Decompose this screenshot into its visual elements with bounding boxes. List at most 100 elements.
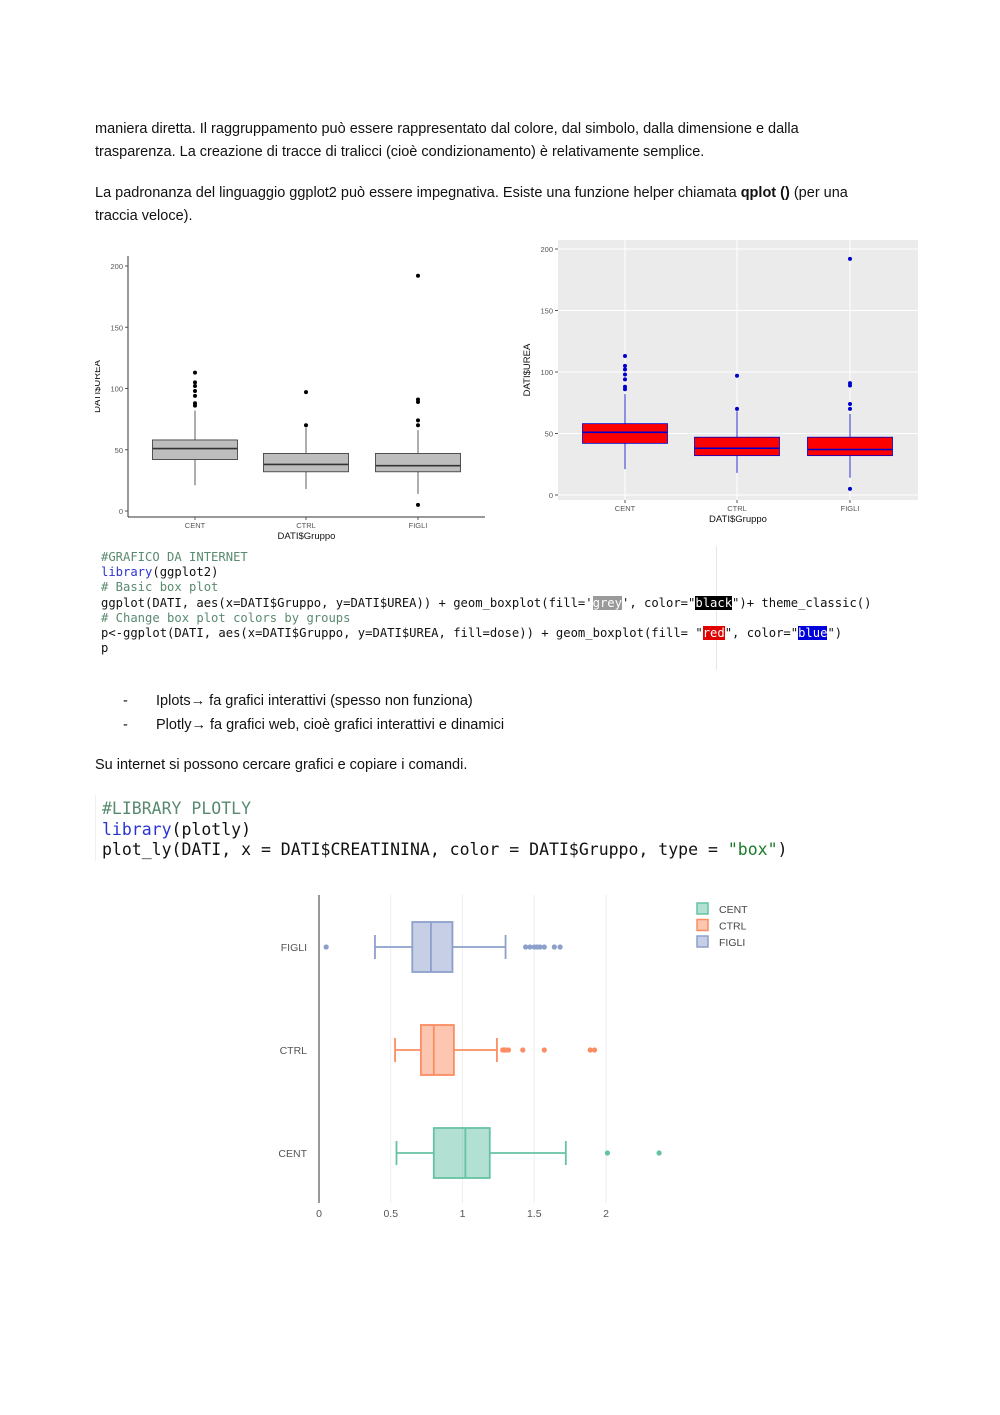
outlier-point (416, 423, 420, 428)
x-tick-label: CENT (615, 504, 636, 513)
outlier-point (848, 486, 852, 491)
paragraph-1: maniera diretta. Il raggruppamento può e… (95, 118, 915, 164)
outlier-point (193, 370, 197, 375)
box-figli (411, 921, 454, 973)
x-tick-label: CTRL (296, 521, 316, 530)
y-tick-label: FIGLI (281, 942, 307, 954)
outlier-point (848, 406, 852, 411)
code-string: "box" (727, 840, 778, 859)
x-tick-label: CENT (185, 521, 206, 530)
code-text: ")+ theme_classic() (732, 595, 872, 610)
box-cent (582, 423, 668, 444)
code-highlight-blue: blue (798, 626, 828, 641)
y-tick-label: 150 (540, 307, 553, 316)
outlier-point (591, 1047, 598, 1053)
y-tick-label: 200 (110, 262, 123, 271)
y-tick-label: 100 (110, 385, 123, 394)
code-highlight-grey: grey (592, 595, 622, 610)
box-ctrl (263, 453, 349, 473)
legend-swatch (696, 935, 709, 948)
bullet-list: - Iplots→ fa grafici interattivi (spesso … (123, 689, 504, 737)
bullet-text: Plotly→ fa grafici web, cioè grafici int… (156, 717, 505, 733)
plotly-code-block: #LIBRARY PLOTLY library(plotly) plot_ly(… (95, 795, 822, 861)
outlier-point (735, 373, 739, 378)
code-keyword: library (101, 565, 153, 580)
outlier-point (193, 388, 197, 393)
y-tick-label: CENT (278, 1148, 307, 1160)
outlier-point (304, 390, 308, 395)
outlier-point (193, 380, 197, 385)
outlier-point (193, 393, 197, 398)
outlier-point (604, 1150, 611, 1156)
outlier-point (848, 256, 852, 261)
y-axis-label: DATI$UREA (95, 360, 103, 413)
code-text: ") (827, 626, 843, 641)
legend-label: FIGLI (719, 937, 745, 949)
box-figli (807, 436, 893, 457)
paragraph-2-text: La padronanza del linguaggio ggplot2 può… (95, 185, 741, 201)
outlier-point (520, 1047, 526, 1053)
outlier-point (551, 944, 557, 950)
y-tick-label: 0 (119, 507, 123, 516)
x-tick-label: 1 (460, 1208, 466, 1220)
outlier-point (541, 1047, 547, 1053)
code-text: ) (777, 840, 788, 859)
y-tick-label: 150 (110, 323, 123, 332)
x-tick-label: 1.5 (527, 1208, 542, 1220)
code-text: (plotly) (171, 819, 252, 839)
code-comment: #GRAFICO DA INTERNET (101, 550, 248, 564)
code-text: p<-ggplot(DATI, aes(x=DATI$Gruppo, y=DAT… (101, 626, 703, 641)
y-axis-label: DATI$UREA (522, 343, 533, 396)
outlier-point (537, 944, 543, 950)
outlier-point (416, 502, 420, 507)
outlier-point (735, 406, 739, 411)
paragraph-2-tail: (per una (789, 185, 848, 201)
code-comment: # Change box plot colors by groups (101, 610, 351, 625)
classic-boxplot-chart: 0 50 100 150 200 CENT CTRL FIGLI DATI$Gruppo DATI… (95, 256, 485, 542)
outlier-point (656, 1150, 662, 1156)
y-tick-label: 100 (540, 368, 553, 377)
code-text: p (101, 641, 109, 656)
outlier-point (523, 944, 529, 950)
outlier-point (623, 377, 627, 382)
y-tick-label: 200 (540, 245, 553, 254)
bullet-dash: - (123, 693, 128, 709)
plotly-boxplot-chart: 0 0.5 1 1.5 2 CENT CTRL FIGLI CENT CTRL FIGLI (278, 895, 748, 1220)
x-tick-label: 2 (603, 1208, 609, 1220)
code-comment: # Basic box plot (101, 580, 219, 595)
box-ctrl (419, 1024, 455, 1076)
code-comment: #LIBRARY PLOTLY (102, 799, 252, 818)
box-cent (432, 1127, 491, 1179)
paragraph-1-line-2: trasparenza. La creazione di tracce di t… (95, 144, 705, 160)
code-text: ggplot(DATI, aes(x=DATI$Gruppo, y=DATI$U… (101, 595, 593, 610)
code-text: ", color=" (724, 626, 799, 641)
x-axis-label: DATI$Gruppo (278, 531, 336, 542)
code-highlight-black: black (695, 595, 733, 610)
bullet-item: - Iplots→ fa grafici interattivi (spesso … (123, 689, 504, 713)
ggplot-code-block: #GRAFICO DA INTERNET library(ggplot2) # … (95, 546, 871, 670)
outlier-point (623, 367, 627, 372)
outlier-point (623, 372, 627, 377)
box-cent (152, 439, 238, 460)
x-axis-label: DATI$Gruppo (709, 514, 767, 525)
outlier-point (587, 1047, 593, 1053)
bullet-item: - Plotly→ fa grafici web, cioè grafici in… (123, 713, 504, 737)
outlier-point (416, 397, 420, 402)
outlier-point (416, 273, 420, 278)
paragraph-1-line-1: maniera diretta. Il raggruppamento può e… (95, 121, 799, 137)
x-tick-label: FIGLI (841, 504, 860, 513)
outlier-point (505, 1047, 512, 1053)
paragraph-3: Su internet si possono cercare grafici e… (95, 757, 468, 773)
outlier-point (193, 401, 197, 406)
code-text: (ggplot2) (152, 565, 219, 580)
box-ctrl (694, 436, 780, 457)
qplot-bold: qplot () (740, 185, 790, 201)
legend-label: CENT (719, 904, 748, 916)
legend-swatch (696, 902, 709, 915)
bullet-text: Iplots→ fa grafici interattivi (spesso n… (156, 693, 473, 709)
outlier-point (623, 384, 627, 389)
paragraph-2-line-2: traccia veloce). (95, 208, 193, 224)
outlier-point (848, 381, 852, 386)
paragraph-2: La padronanza del linguaggio ggplot2 può… (95, 182, 915, 228)
outlier-point (527, 944, 533, 950)
